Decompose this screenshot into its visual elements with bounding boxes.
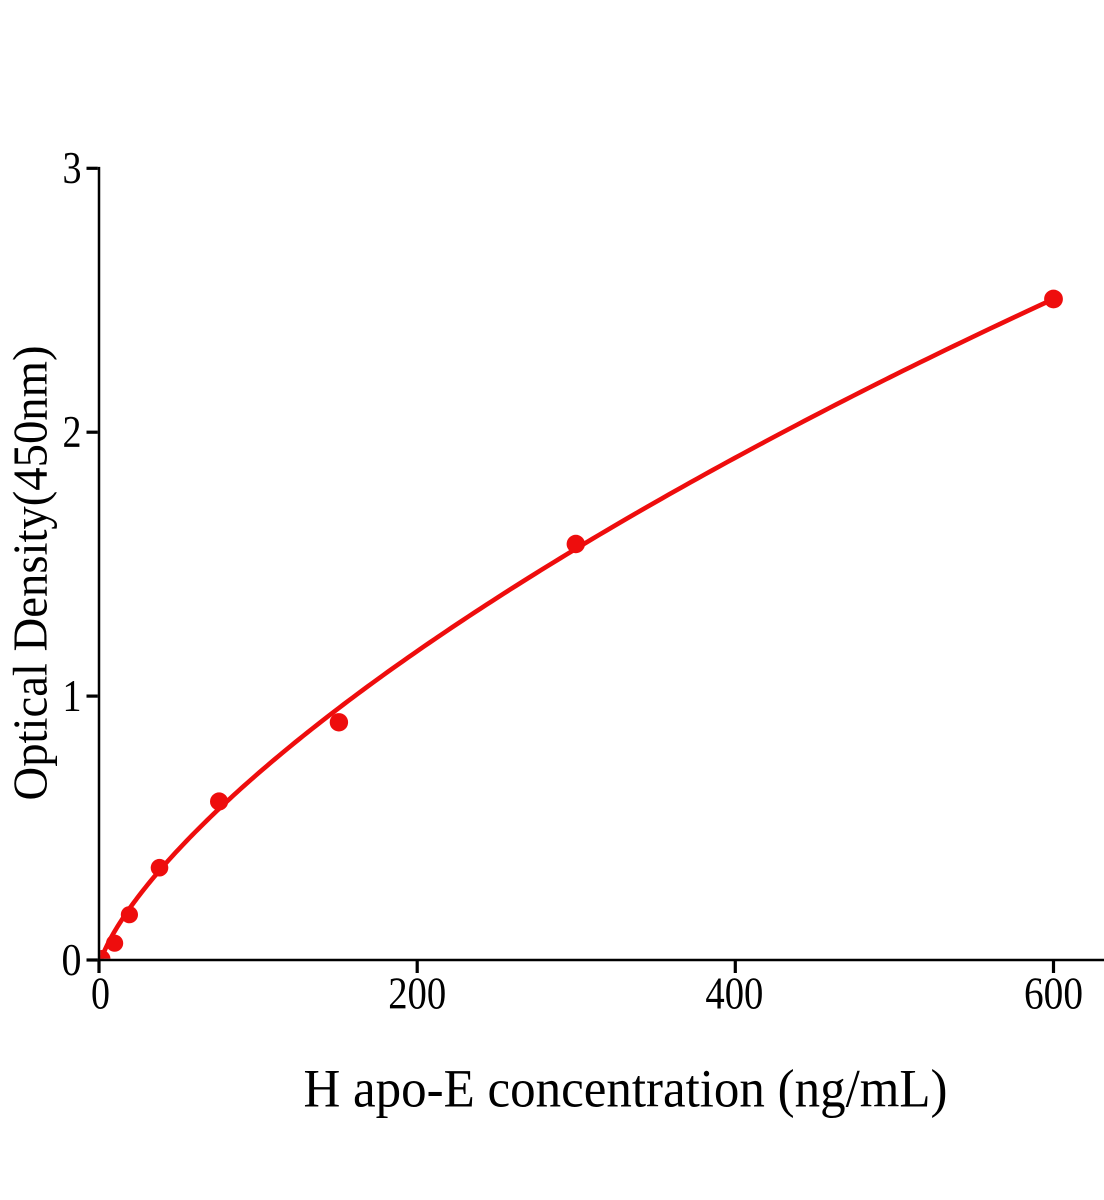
svg-text:400: 400 [705, 968, 763, 1018]
svg-text:2: 2 [63, 407, 82, 457]
svg-text:0: 0 [91, 968, 110, 1018]
svg-text:Optical Density(450nm): Optical Density(450nm) [4, 346, 57, 801]
svg-text:1: 1 [63, 671, 82, 721]
svg-text:0: 0 [62, 935, 82, 985]
svg-text:600: 600 [1024, 968, 1083, 1018]
svg-text:H apo-E concentration (ng/mL): H apo-E concentration (ng/mL) [304, 1058, 948, 1118]
svg-text:200: 200 [388, 968, 446, 1018]
svg-text:3: 3 [63, 143, 82, 193]
